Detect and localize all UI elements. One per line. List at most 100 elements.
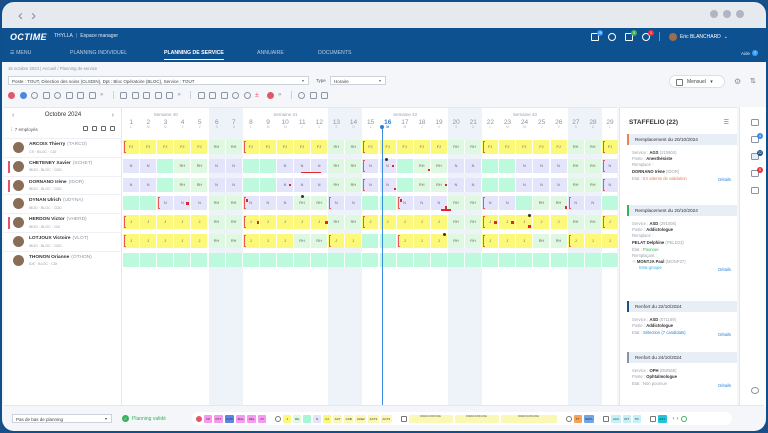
schedule-cell[interactable] xyxy=(499,158,517,173)
schedule-cell[interactable]: J xyxy=(157,234,175,248)
schedule-cell[interactable] xyxy=(601,252,619,267)
schedule-cell[interactable] xyxy=(482,177,500,192)
schedule-cell[interactable]: FJ xyxy=(533,140,551,154)
schedule-cell[interactable]: N xyxy=(465,158,483,173)
messages-icon[interactable]: 18 xyxy=(590,29,603,41)
plus-minus-icon[interactable]: ± xyxy=(255,91,259,99)
schedule-cell[interactable]: J xyxy=(550,215,568,230)
schedule-cell[interactable]: J xyxy=(482,215,500,230)
schedule-cell[interactable]: RH xyxy=(294,196,312,211)
schedule-cell[interactable] xyxy=(345,252,363,267)
schedule-cell[interactable]: FJ xyxy=(123,140,141,154)
user-menu[interactable]: Eric BLANCHARD ⌄ xyxy=(668,32,728,41)
schedule-cell[interactable]: N xyxy=(225,158,243,173)
copy-icon[interactable] xyxy=(101,126,106,131)
schedule-cell[interactable]: N xyxy=(516,177,534,192)
anomaly-marker[interactable] xyxy=(391,164,394,168)
schedule-cell[interactable] xyxy=(379,252,397,267)
schedule-cell[interactable]: N xyxy=(276,196,294,211)
schedule-cell[interactable]: N xyxy=(345,196,363,211)
schedule-cell[interactable] xyxy=(396,252,414,267)
schedule-cell[interactable]: RH xyxy=(584,215,602,230)
details-link[interactable]: Détails xyxy=(718,266,731,272)
legend-oncall[interactable]: AST xyxy=(657,414,667,423)
anomaly-marker[interactable] xyxy=(444,183,448,187)
schedule-cell[interactable]: RH xyxy=(174,177,192,192)
schedule-cell[interactable]: J xyxy=(242,215,260,230)
checklist-icon[interactable] xyxy=(88,91,96,99)
schedule-cell[interactable] xyxy=(208,252,226,267)
legend-absence[interactable]: MAL xyxy=(236,414,246,423)
schedule-cell[interactable]: J xyxy=(601,234,619,248)
schedule-cell[interactable]: J xyxy=(276,234,294,248)
schedule-cell[interactable]: RH xyxy=(584,177,602,192)
legend-absence[interactable]: DEL xyxy=(247,414,257,423)
schedule-cell[interactable]: RH xyxy=(225,234,243,248)
comment-marker[interactable] xyxy=(301,195,304,199)
schedule-cell[interactable]: FJ xyxy=(276,140,294,154)
schedule-cell[interactable] xyxy=(328,252,346,267)
schedule-cell[interactable] xyxy=(123,252,141,267)
schedule-cell[interactable]: J xyxy=(174,234,192,248)
schedule-cell[interactable]: N xyxy=(191,196,209,211)
schedule-cell[interactable] xyxy=(567,252,585,267)
details-link[interactable]: Détails xyxy=(718,382,731,388)
schedule-cell[interactable]: RH xyxy=(584,158,602,173)
schedule-cell[interactable]: N xyxy=(482,196,500,211)
schedule-cell[interactable]: RH xyxy=(208,196,226,211)
schedule-cell[interactable]: N xyxy=(447,158,465,173)
schedule-cell[interactable]: N xyxy=(123,158,141,173)
back-arrow-icon[interactable]: ‹ xyxy=(18,6,31,24)
schedule-cell[interactable]: RH xyxy=(225,196,243,211)
schedule-cell[interactable]: N xyxy=(362,158,380,173)
anomaly-marker[interactable] xyxy=(325,221,328,224)
legend-absence[interactable]: FOR xyxy=(224,414,235,423)
comment-marker[interactable] xyxy=(528,214,532,218)
schedule-cell[interactable] xyxy=(259,252,277,267)
anomaly-marker[interactable] xyxy=(245,199,249,202)
day-header[interactable]: 23 M xyxy=(503,119,512,129)
schedule-cell[interactable] xyxy=(584,252,602,267)
schedule-cell[interactable] xyxy=(362,196,380,211)
schedule-cell[interactable]: RH xyxy=(328,215,346,230)
schedule-cell[interactable]: N xyxy=(276,158,294,173)
schedule-cell[interactable]: FJ xyxy=(191,140,209,154)
day-header[interactable]: 22 L xyxy=(486,119,494,129)
legend-shift[interactable]: CAB xyxy=(344,414,354,423)
schedule-cell[interactable] xyxy=(242,177,260,192)
schedule-cell[interactable]: N xyxy=(499,196,517,211)
anomaly-marker[interactable] xyxy=(393,187,396,191)
anomaly-marker[interactable] xyxy=(564,206,567,209)
schedule-cell[interactable]: FJ xyxy=(379,140,397,154)
schedule-cell[interactable]: RH xyxy=(345,158,363,173)
anomaly-marker[interactable] xyxy=(494,221,497,224)
day-header[interactable]: 24 M xyxy=(520,119,529,129)
schedule-cell[interactable]: RH xyxy=(208,234,226,248)
schedule-cell[interactable]: J xyxy=(174,215,192,230)
schedule-cell[interactable]: J xyxy=(499,234,517,248)
schedule-cell[interactable]: J xyxy=(482,234,500,248)
anomaly-marker[interactable] xyxy=(186,202,189,205)
mail-icon[interactable]: 4 xyxy=(751,133,763,143)
schedule-cell[interactable]: J xyxy=(584,234,602,248)
schedule-cell[interactable]: N xyxy=(601,177,619,192)
schedule-cell[interactable]: RH xyxy=(447,140,465,154)
nav-annuaire[interactable]: ANNUAIRE xyxy=(257,50,284,56)
schedule-cell[interactable]: J xyxy=(311,215,329,230)
schedule-cell[interactable] xyxy=(157,177,175,192)
schedule-cell[interactable]: J xyxy=(123,215,141,230)
anomaly-marker[interactable] xyxy=(399,199,403,202)
schedule-cell[interactable]: RH xyxy=(447,215,465,230)
employee-row[interactable]: DYNAN Ulrich (UDYNA) IBOD · BLOC · CDD xyxy=(4,194,122,213)
schedule-cell[interactable] xyxy=(379,234,397,248)
schedule-cell[interactable]: RH xyxy=(413,177,431,192)
day-header[interactable]: 10 M xyxy=(281,119,289,129)
schedule-cell[interactable]: RH xyxy=(328,140,346,154)
day-header[interactable]: 29 L xyxy=(606,119,614,129)
schedule-cell[interactable] xyxy=(482,252,500,267)
day-header[interactable]: 27 S xyxy=(572,119,580,129)
